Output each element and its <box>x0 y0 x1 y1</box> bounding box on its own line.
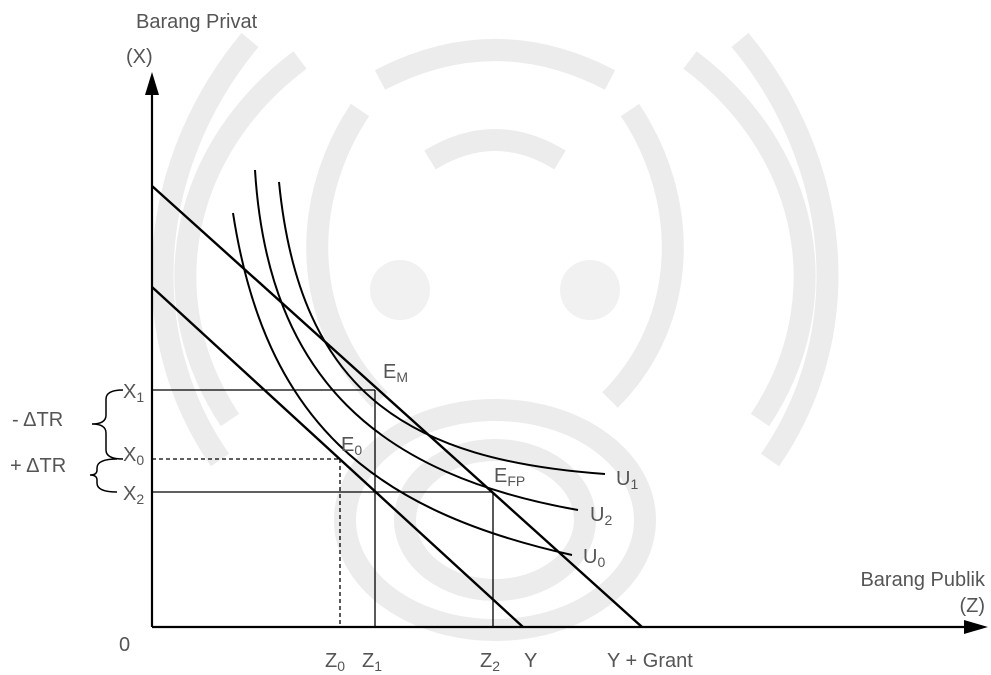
y-tick-x2: X2 <box>123 483 144 507</box>
curve-label-u0: U0 <box>583 546 605 570</box>
origin-label: 0 <box>119 634 130 656</box>
point-label-efp: EFP <box>494 465 525 489</box>
axes <box>145 72 988 634</box>
brace-upper <box>91 389 124 460</box>
budget-line-original <box>151 286 524 628</box>
indifference-curve-u2 <box>254 169 579 511</box>
brace-lower <box>89 458 118 493</box>
curve-label-u2: U2 <box>590 504 612 528</box>
x-tick-y-grant: Y + Grant <box>607 650 693 672</box>
indifference-curve-u1 <box>278 181 606 475</box>
x-axis-title: Barang Publik <box>860 569 986 591</box>
y-axis-unit: (X) <box>126 46 153 68</box>
y-tick-x0: X0 <box>123 444 144 468</box>
curve-label-u1: U1 <box>616 468 638 492</box>
x-tick-z2: Z2 <box>480 650 500 674</box>
y-axis-title: Barang Privat <box>136 11 258 33</box>
x-tick-z1: Z1 <box>362 650 382 674</box>
point-label-e0: E0 <box>341 434 362 458</box>
y-axis-arrow <box>145 72 159 95</box>
watermark-seal <box>151 32 839 641</box>
x-axis-unit: (Z) <box>959 595 985 617</box>
y-tick-x1: X1 <box>123 381 144 405</box>
point-label-em: EM <box>383 361 408 385</box>
guide-lines <box>152 389 494 627</box>
x-axis-arrow <box>964 620 988 634</box>
brace-label-upper: - ΔTR <box>12 409 63 431</box>
x-tick-y: Y <box>524 650 537 672</box>
brace-label-lower: + ΔTR <box>10 455 66 477</box>
x-tick-z0: Z0 <box>325 650 345 674</box>
budget-line-with-grant <box>151 185 643 628</box>
